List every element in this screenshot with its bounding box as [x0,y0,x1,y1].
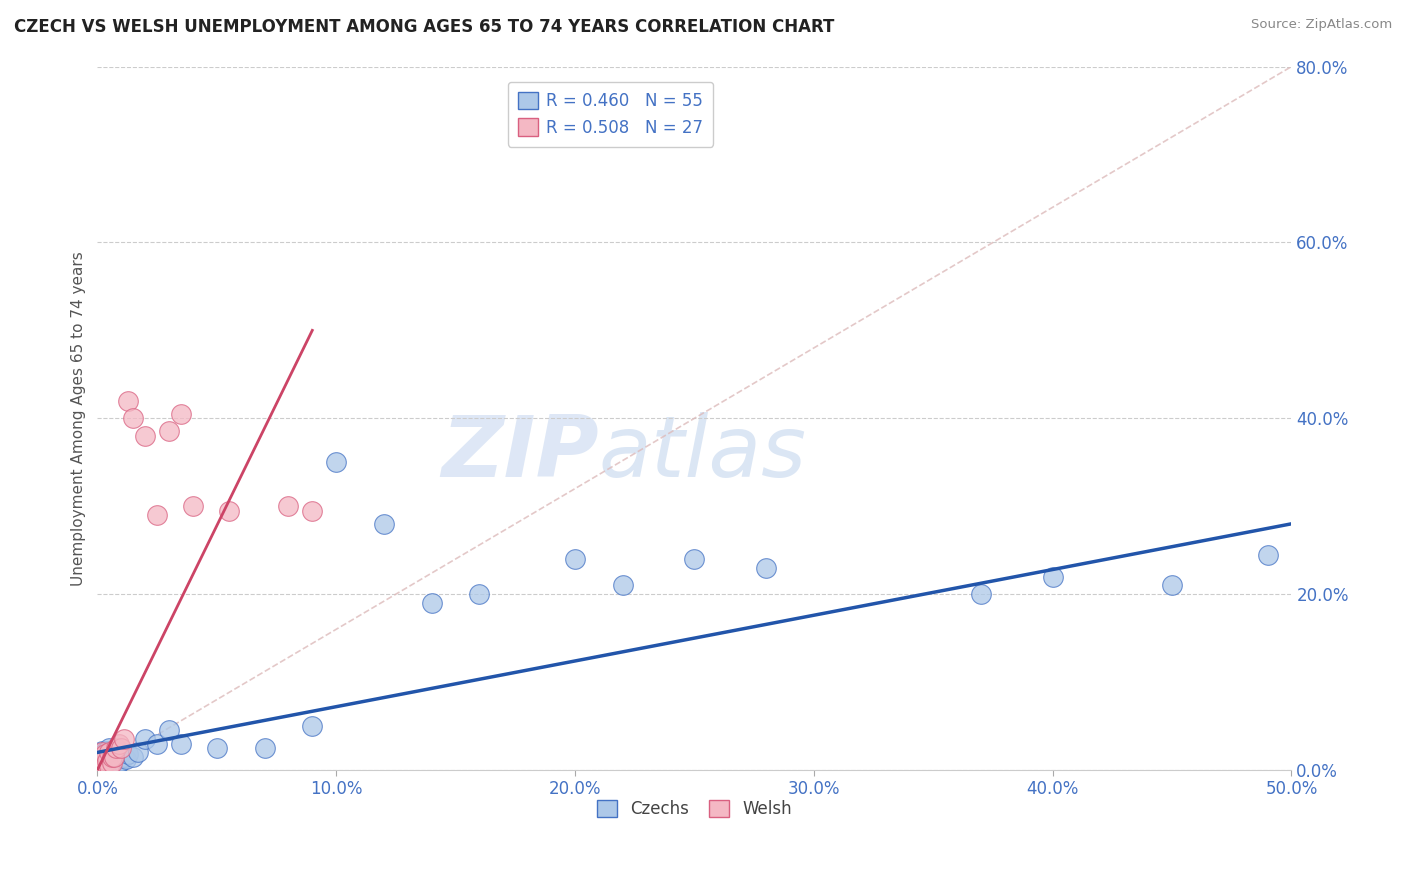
Point [91,752,114,766]
Point [87,758,110,772]
Point [112,732,135,747]
Point [1257,548,1279,562]
Point [98,747,121,761]
Point [93,758,115,772]
Point [564,552,586,566]
Point [103,747,125,761]
Point [108,747,131,761]
Text: Source: ZipAtlas.com: Source: ZipAtlas.com [1251,18,1392,31]
Point [301,503,323,517]
Point [96,749,118,764]
Legend: Czechs, Welsh: Czechs, Welsh [591,794,799,825]
Point [96,754,118,768]
Point [87,758,110,772]
Point [277,500,299,514]
Point [96,744,118,758]
Point [103,754,125,768]
Point [100,749,122,764]
Point [98,741,121,756]
Point [170,407,193,421]
Point [103,749,125,764]
Point [325,455,347,469]
Point [146,508,169,522]
Point [91,754,114,768]
Point [218,503,240,517]
Point [970,587,993,601]
Point [91,747,114,761]
Point [683,552,706,566]
Point [98,758,121,772]
Point [146,737,169,751]
Point [98,754,121,768]
Point [89,749,111,764]
Point [157,723,180,738]
Point [170,737,193,751]
Text: CZECH VS WELSH UNEMPLOYMENT AMONG AGES 65 TO 74 YEARS CORRELATION CHART: CZECH VS WELSH UNEMPLOYMENT AMONG AGES 6… [14,18,834,36]
Point [98,758,121,772]
Point [89,749,111,764]
Point [755,561,778,575]
Point [612,578,634,592]
Point [91,756,114,770]
Point [117,393,139,408]
Point [91,746,114,760]
Point [105,741,128,756]
Text: atlas: atlas [599,412,807,495]
Point [105,758,128,772]
Point [301,719,323,733]
Point [110,754,132,768]
Point [93,756,115,770]
Point [181,500,204,514]
Point [127,746,149,760]
Point [115,752,138,766]
Point [96,756,118,770]
Point [134,429,156,443]
Point [108,737,131,751]
Point [1161,578,1184,592]
Point [93,747,115,761]
Point [157,425,180,439]
Point [89,756,111,770]
Point [134,732,156,747]
Point [1042,569,1064,583]
Point [91,758,114,772]
Point [100,756,122,770]
Point [468,587,491,601]
Point [93,749,115,764]
Point [110,741,132,756]
Point [89,754,111,768]
Y-axis label: Unemployment Among Ages 65 to 74 years: Unemployment Among Ages 65 to 74 years [72,251,86,586]
Point [110,746,132,760]
Point [98,746,121,760]
Text: ZIP: ZIP [441,412,599,495]
Point [108,756,131,770]
Point [420,596,443,610]
Point [100,756,122,770]
Point [122,749,145,764]
Point [91,744,114,758]
Point [100,749,122,764]
Point [205,741,228,756]
Point [93,754,115,768]
Point [105,746,128,760]
Point [93,746,115,760]
Point [89,758,111,772]
Point [112,749,135,764]
Point [373,516,395,531]
Point [117,747,139,761]
Point [105,752,128,766]
Point [122,411,145,425]
Point [253,741,276,756]
